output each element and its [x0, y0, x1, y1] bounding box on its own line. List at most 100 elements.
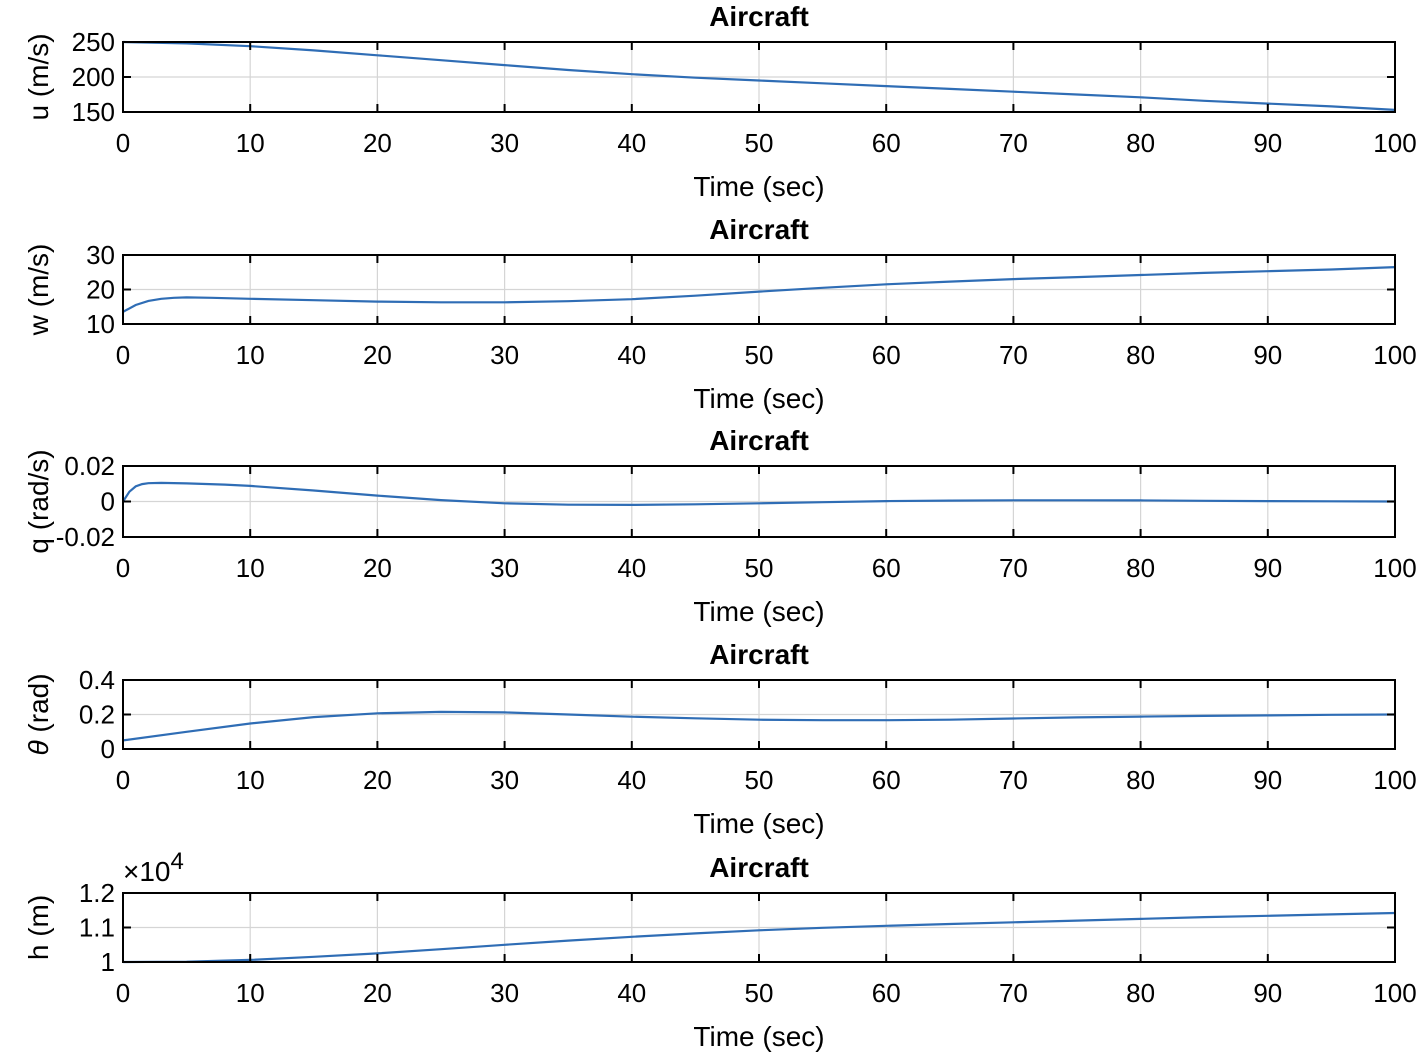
x-tick-label: 10 [236, 978, 265, 1008]
series-line [122, 40, 1396, 111]
y-tick-label: 1.1 [79, 913, 115, 943]
y-axis-label-unit: (rad) [23, 673, 54, 740]
chart-title: Aircraft [709, 1, 809, 32]
x-tick-label: 30 [490, 978, 519, 1008]
axis-exponent: ×104 [123, 848, 184, 887]
axis-exponent-power: 4 [171, 848, 184, 875]
x-axis-label: Time (sec) [693, 171, 824, 202]
x-tick-label: 60 [872, 553, 901, 583]
x-tick-label: 100 [1373, 553, 1416, 583]
axis-exponent-base: ×10 [123, 856, 171, 887]
y-tick-label: 0 [101, 487, 115, 517]
x-tick-label: 10 [236, 765, 265, 795]
x-tick-label: 40 [617, 978, 646, 1008]
y-tick-label: 150 [72, 97, 115, 127]
y-tick-label: 1.2 [79, 878, 115, 908]
y-tick-label: 0.2 [79, 700, 115, 730]
series-line [122, 266, 1396, 313]
y-tick-label: 1 [101, 947, 115, 977]
x-tick-label: 0 [116, 340, 130, 370]
x-tick-label: 60 [872, 128, 901, 158]
x-tick-label: 50 [745, 978, 774, 1008]
x-tick-label: 60 [872, 978, 901, 1008]
x-tick-label: 20 [363, 340, 392, 370]
x-tick-label: 50 [745, 765, 774, 795]
x-tick-label: 0 [116, 128, 130, 158]
series-line [122, 710, 1396, 742]
x-tick-label: 30 [490, 765, 519, 795]
x-tick-label: 30 [490, 128, 519, 158]
x-tick-label: 50 [745, 553, 774, 583]
y-axis-label: u (m/s) [23, 33, 54, 120]
chart-panel-2: 0 10 20 30 40 50 60 70 80 90 100102030AircraftTime… [23, 214, 1417, 414]
x-tick-label: 70 [999, 340, 1028, 370]
x-tick-label: 40 [617, 128, 646, 158]
x-tick-label: 50 [745, 128, 774, 158]
x-tick-label: 80 [1126, 978, 1155, 1008]
x-tick-label: 20 [363, 765, 392, 795]
y-tick-label: 10 [86, 309, 115, 339]
y-axis-label-symbol: θ [23, 740, 54, 755]
chart-title: Aircraft [709, 852, 809, 883]
x-tick-label: 10 [236, 553, 265, 583]
x-tick-label: 0 [116, 553, 130, 583]
x-tick-label: 60 [872, 340, 901, 370]
x-tick-label: 90 [1253, 340, 1282, 370]
x-tick-label: 90 [1253, 128, 1282, 158]
chart-panel-5: 0 10 20 30 40 50 60 70 80 90 100 1 1.1 1.2 Aircraft Tim… [23, 848, 1417, 1052]
chart-panel-4: 0 10 20 30 40 50 60 70 80 90 100 0 0.2 0.4 Aircraft Tim… [23, 639, 1417, 839]
x-axis-label: Time (sec) [693, 1021, 824, 1052]
y-tick-label: 0 [101, 734, 115, 764]
x-tick-label: 100 [1373, 765, 1416, 795]
x-tick-label: 80 [1126, 765, 1155, 795]
x-tick-label: 30 [490, 340, 519, 370]
x-tick-label: 70 [999, 128, 1028, 158]
y-axis-label: w (m/s) [23, 244, 54, 337]
x-axis-label: Time (sec) [693, 596, 824, 627]
x-tick-label: 40 [617, 340, 646, 370]
x-tick-label: 90 [1253, 978, 1282, 1008]
x-tick-label: 40 [617, 765, 646, 795]
x-tick-label: 10 [236, 340, 265, 370]
x-tick-label: 90 [1253, 553, 1282, 583]
chart-panel-3: 0 10 20 30 40 50 60 70 80 90 100-0.0200.02Aircraft… [23, 425, 1417, 627]
y-axis-label: θ (rad) [23, 673, 54, 755]
x-tick-label: 0 [116, 978, 130, 1008]
x-tick-label: 50 [745, 340, 774, 370]
x-tick-label: 20 [363, 553, 392, 583]
x-axis-label: Time (sec) [693, 383, 824, 414]
x-tick-label: 0 [116, 765, 130, 795]
x-tick-label: 80 [1126, 553, 1155, 583]
chart-title: Aircraft [709, 214, 809, 245]
y-axis-label: h (m) [23, 895, 54, 960]
x-tick-label: 100 [1373, 340, 1416, 370]
x-axis-label: Time (sec) [693, 808, 824, 839]
chart-title: Aircraft [709, 639, 809, 670]
x-tick-label: 80 [1126, 340, 1155, 370]
x-tick-label: 10 [236, 128, 265, 158]
x-tick-label: 20 [363, 128, 392, 158]
x-tick-label: 100 [1373, 978, 1416, 1008]
x-tick-label: 100 [1373, 128, 1416, 158]
y-tick-label: -0.02 [56, 522, 115, 552]
chart-title: Aircraft [709, 425, 809, 456]
chart-panel-1: 0 10 20 30 40 50 60 70 80 90 100 150 200 250 Aircraft T… [23, 1, 1417, 202]
y-tick-label: 0.02 [64, 451, 115, 481]
x-tick-label: 60 [872, 765, 901, 795]
x-tick-label: 70 [999, 553, 1028, 583]
y-tick-label: 200 [72, 62, 115, 92]
series-line [122, 481, 1396, 507]
x-tick-label: 70 [999, 765, 1028, 795]
y-axis-label: q (rad/s) [23, 449, 54, 553]
y-tick-label: 20 [86, 275, 115, 305]
x-tick-label: 30 [490, 553, 519, 583]
y-tick-label: 30 [86, 240, 115, 270]
x-tick-label: 80 [1126, 128, 1155, 158]
y-tick-label: 0.4 [79, 665, 115, 695]
series-line [122, 911, 1396, 964]
x-tick-label: 40 [617, 553, 646, 583]
x-tick-label: 70 [999, 978, 1028, 1008]
x-tick-label: 20 [363, 978, 392, 1008]
